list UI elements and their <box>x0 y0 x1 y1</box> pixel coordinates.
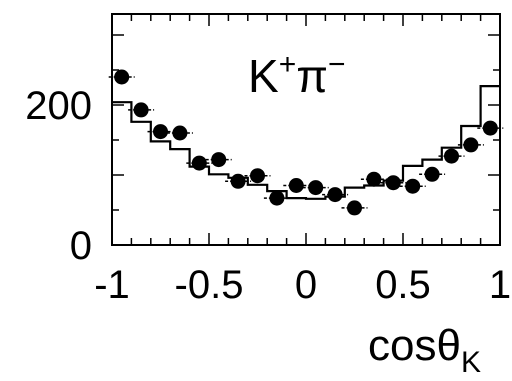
y-tick-label: 200 <box>25 84 92 128</box>
data-point <box>477 120 504 136</box>
mc-step-histogram <box>112 85 500 200</box>
channel-annotation: K+π− <box>248 48 346 102</box>
data-point <box>457 137 484 153</box>
data-point <box>302 180 329 196</box>
axis-ticks <box>111 14 501 246</box>
plot-frame <box>111 13 501 246</box>
x-tick-label: 1 <box>489 263 511 307</box>
x-axis-label: cosθK <box>368 321 481 379</box>
data-point <box>225 173 252 189</box>
data-point <box>244 168 271 184</box>
data-point <box>341 200 368 216</box>
data-point <box>263 190 290 206</box>
x-tick-label: 0 <box>295 263 317 307</box>
data-point <box>360 171 387 187</box>
data-point <box>128 102 155 118</box>
data-point <box>166 125 193 141</box>
data-point <box>438 148 465 164</box>
x-tick-label: 0.5 <box>375 263 431 307</box>
tick-labels: -1 -0.5 0 0.5 1 0 200 <box>25 84 511 307</box>
data-point <box>322 187 349 203</box>
data-point <box>283 178 310 193</box>
data-point <box>419 166 446 182</box>
data-point <box>186 155 213 171</box>
data-point <box>147 124 174 140</box>
data-points <box>108 69 504 216</box>
data-point <box>205 152 232 168</box>
y-tick-label: 0 <box>70 224 92 268</box>
data-point <box>108 69 135 85</box>
x-tick-label: -1 <box>94 263 130 307</box>
x-tick-label: -0.5 <box>175 263 244 307</box>
data-point <box>399 178 426 194</box>
data-point <box>380 175 407 191</box>
